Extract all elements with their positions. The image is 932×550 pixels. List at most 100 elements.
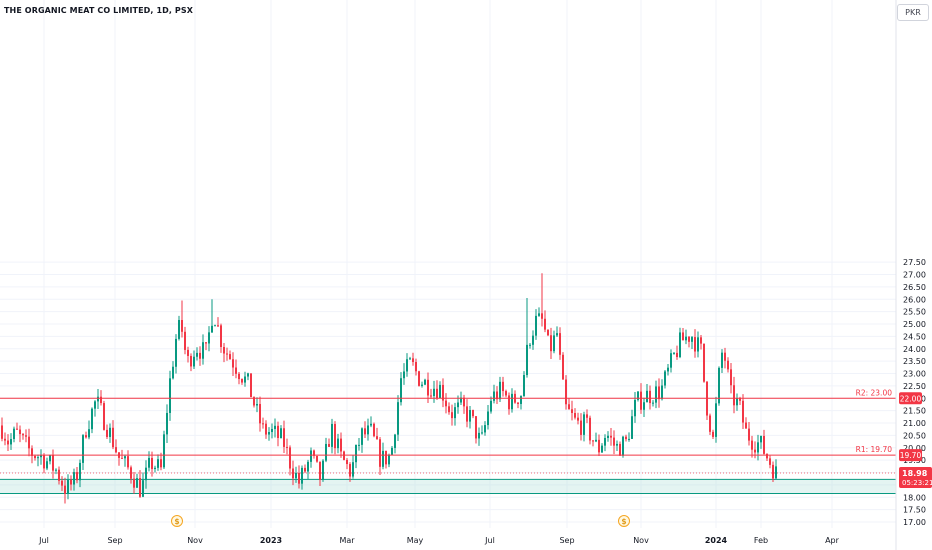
candle-body [526,344,528,376]
candle-body [133,478,135,488]
candle-body [46,461,48,469]
candle-body [721,352,723,368]
candle-body [106,429,108,437]
candle-body [733,385,735,406]
candle-body [7,440,9,445]
candle-body [352,462,354,477]
price-tick-label: 21.50 [903,407,926,416]
candle-body [202,342,204,359]
candle-body [694,337,696,352]
candle-body [235,367,237,374]
currency-button[interactable]: PKR [897,4,929,21]
candle-body [655,386,657,403]
price-tick-label: 17.00 [903,518,926,527]
candle-body [679,332,681,358]
candle-body [79,462,81,481]
resistance-line-label: R1: 19.70 [856,445,893,454]
candle-body [535,315,537,336]
candle-body [745,422,747,429]
candle-body [4,438,6,441]
candle-body [748,428,750,441]
candle-body [556,333,558,336]
candle-body [562,354,564,380]
candle-body [163,434,165,468]
candle-body [616,443,618,446]
candle-body [691,337,693,342]
price-tick-label: 23.00 [903,370,926,379]
candle-body [580,420,582,435]
candle-body [610,435,612,438]
candle-body [394,434,396,448]
candle-body [763,435,765,454]
time-tick-label: May [407,536,424,545]
candle-body [415,362,417,372]
candle-body [82,435,84,463]
candle-body [343,451,345,460]
dividend-icon[interactable] [171,515,183,527]
dividend-icon[interactable] [618,515,630,527]
candle-body [700,337,702,344]
candle-body [40,455,42,458]
candle-body [277,425,279,438]
candle-body [427,379,429,396]
candle-body [145,467,147,481]
candle-body [445,400,447,407]
candle-body [61,480,63,486]
candle-body [730,369,732,386]
price-tick-label: 26.00 [903,295,926,304]
candle-body [559,333,561,355]
time-tick-label: Mar [339,536,355,545]
candle-body [298,472,300,484]
candle-body [88,429,90,438]
candle-body [505,391,507,396]
candle-body [466,406,468,422]
candle-body [331,423,333,447]
candle-body [100,396,102,404]
candle-body [229,354,231,360]
candle-body [16,428,18,430]
candle-body [469,410,471,422]
candle-body [361,428,363,445]
current-price-badge [899,466,932,488]
candle-body [244,376,246,383]
support-zone [0,479,896,494]
candle-body [220,325,222,348]
candle-body [664,371,666,386]
candle-body [457,402,459,408]
candle-body [214,325,216,327]
price-tick-label: 25.50 [903,308,926,317]
candle-body [10,439,12,445]
candle-body [724,352,726,361]
candle-body [184,331,186,350]
candle-body [661,385,663,400]
candle-body [529,344,531,346]
candle-body [619,443,621,456]
candle-body [151,457,153,469]
candle-body [754,449,756,453]
candle-body [517,402,519,404]
chart-title: THE ORGANIC MEAT CO LIMITED, 1D, PSX [4,6,193,15]
candle-body [175,338,177,367]
candle-body [409,358,411,360]
candle-body [406,359,408,372]
candle-body [538,313,540,316]
candle-body [478,432,480,439]
candle-body [271,428,273,433]
candle-body [103,403,105,430]
candle-body [76,472,78,481]
candle-body [475,416,477,439]
candle-body [28,436,30,449]
candle-body [499,381,501,400]
candle-body [481,432,483,434]
candle-body [379,439,381,467]
candle-body [55,469,57,471]
candle-body [463,397,465,407]
candle-body [346,459,348,465]
candle-body [1,425,3,439]
candle-body [349,464,351,477]
candle-body [400,378,402,403]
price-tick-label: 27.00 [903,271,926,280]
time-axis[interactable]: Jul Sep Nov 2023 Mar May Jul Sep Nov 2024 Feb Apr [38,536,839,545]
